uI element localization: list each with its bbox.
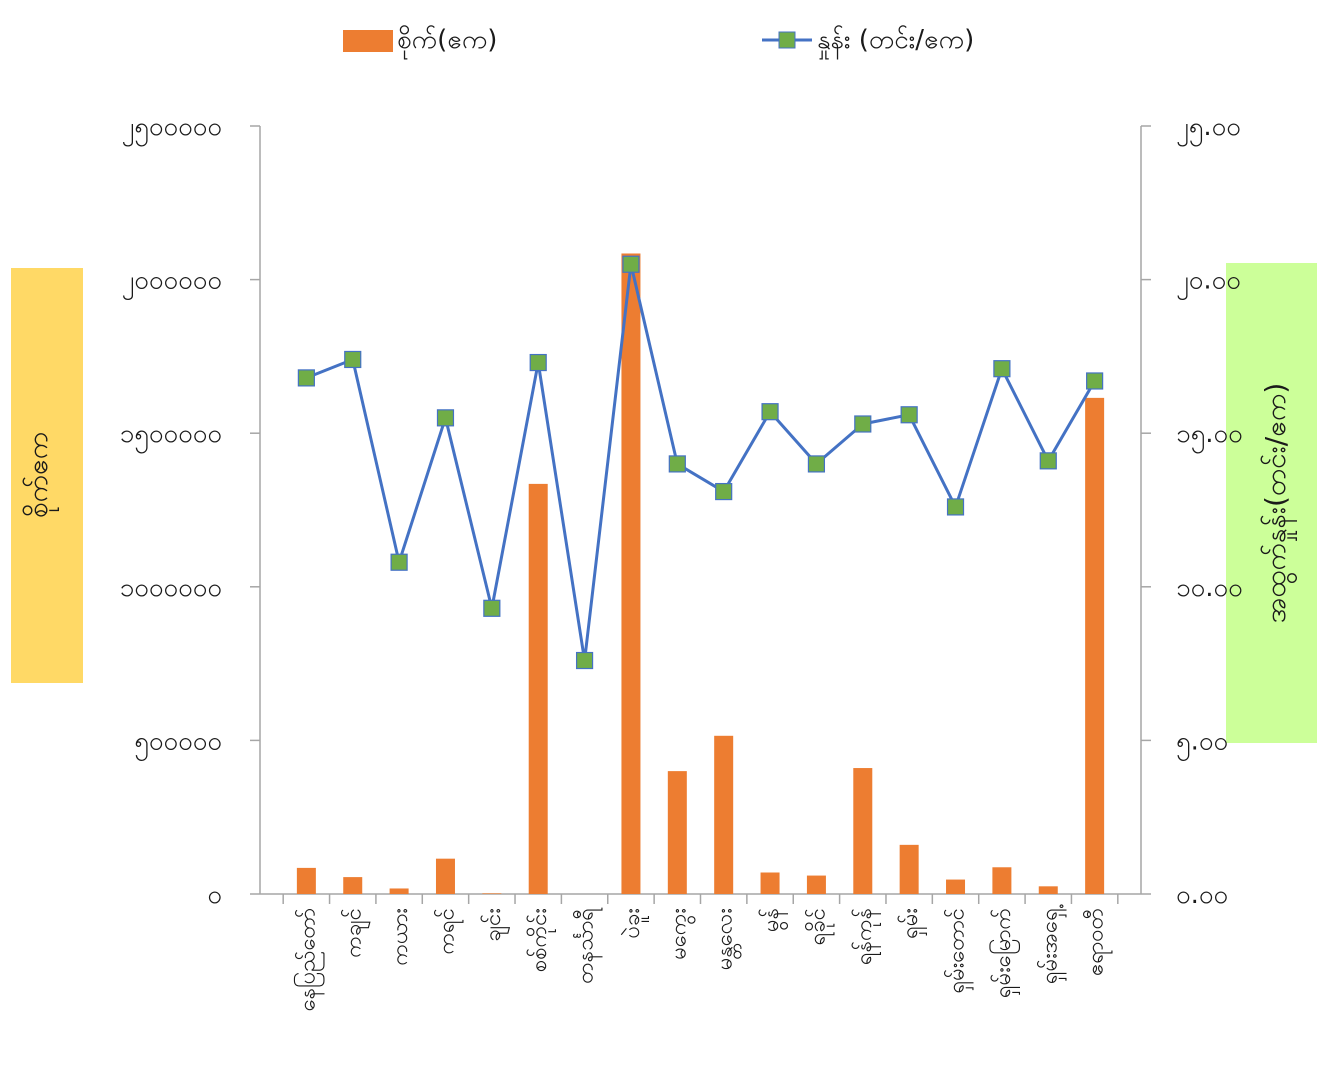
category-label: ရှမ်းအရှေ့ <box>1036 904 1067 984</box>
bar <box>297 868 316 894</box>
line-point <box>437 410 453 426</box>
legend-label-bar: စိုက်(ဧက) <box>397 24 497 60</box>
bar <box>482 893 501 894</box>
legend-label-line: နှုန်း (တင်း/ဧက) <box>817 24 974 60</box>
line-point <box>1087 373 1103 389</box>
line-point <box>901 407 917 423</box>
bar <box>343 877 362 894</box>
left-tick-label: ၁၅၀၀၀၀၀ <box>120 419 223 454</box>
bar <box>714 736 733 894</box>
right-tick-label: ၁၀.၀၀ <box>1176 573 1243 603</box>
category-label: ရှမ်းတောင် <box>944 908 975 993</box>
bar <box>1039 886 1058 894</box>
bar <box>900 845 919 894</box>
line-point <box>855 416 871 432</box>
category-label: ကချင် <box>341 908 371 958</box>
line-point <box>948 499 964 515</box>
line-point <box>530 355 546 371</box>
line-point <box>577 653 593 669</box>
line-point <box>623 256 639 272</box>
line-point <box>345 351 361 367</box>
category-label: မန္တလေး <box>713 908 742 970</box>
line-point <box>808 456 824 472</box>
right-tick-label: ၅.၀၀ <box>1176 726 1229 761</box>
bar <box>853 768 872 894</box>
bar <box>529 484 548 894</box>
category-label: တနင်္သာရီ <box>573 908 603 984</box>
series-line <box>306 264 1094 660</box>
left-tick-label: ၅၀၀၀၀၀ <box>134 726 222 761</box>
line-point <box>1040 453 1056 469</box>
category-label: နေပြည်တော် <box>293 908 324 1011</box>
left-tick-label: ၂၀၀၀၀၀၀ <box>121 266 222 301</box>
left-tick-label: ၂၅၀၀၀၀၀ <box>121 112 222 147</box>
right-tick-label: ၁၅.၀၀ <box>1176 419 1243 454</box>
line-point <box>391 554 407 570</box>
line-point <box>669 456 685 472</box>
category-label: ပဲခူး <box>620 908 649 939</box>
line-point <box>762 404 778 420</box>
category-label: စစ်ကိုင်း <box>526 908 556 972</box>
left-tick-label: ၀ <box>207 880 222 910</box>
bar <box>668 771 687 894</box>
bar <box>436 859 455 894</box>
right-tick-label: ၀.၀၀ <box>1176 880 1229 910</box>
category-label: ရှမ်း <box>897 908 928 939</box>
category-label: ရခိုင် <box>804 908 834 945</box>
line-point <box>298 370 314 386</box>
category-label: ကရင် <box>433 908 463 954</box>
category-label: ဧရာဝတီ <box>1083 908 1113 976</box>
line-point <box>716 484 732 500</box>
category-label: မွန် <box>758 908 789 932</box>
right-tick-label: ၂၀.၀၀ <box>1176 266 1241 301</box>
category-label: ကယား <box>388 908 413 966</box>
legend-swatch-marker <box>779 32 795 48</box>
bar <box>390 888 409 894</box>
bar <box>807 876 826 894</box>
legend: စိုက်(ဧက) နှုန်း (တင်း/ဧက) <box>343 24 974 60</box>
category-label: မကွေး <box>666 908 696 960</box>
category-label: ချင်း <box>480 908 510 942</box>
bar <box>761 872 780 894</box>
legend-swatch-bar <box>343 30 393 52</box>
right-tick-label: ၂၅.၀၀ <box>1176 112 1241 147</box>
bar <box>1085 398 1104 894</box>
line-point <box>994 361 1010 377</box>
line-point <box>484 600 500 616</box>
bar <box>992 867 1011 894</box>
bar <box>946 880 965 894</box>
left-tick-label: ၁၀၀၀၀၀၀ <box>120 573 223 603</box>
category-label: ရှမ်းမြောက် <box>989 908 1021 998</box>
category-label: ရန်ကုန် <box>851 908 881 965</box>
bar <box>621 253 640 894</box>
